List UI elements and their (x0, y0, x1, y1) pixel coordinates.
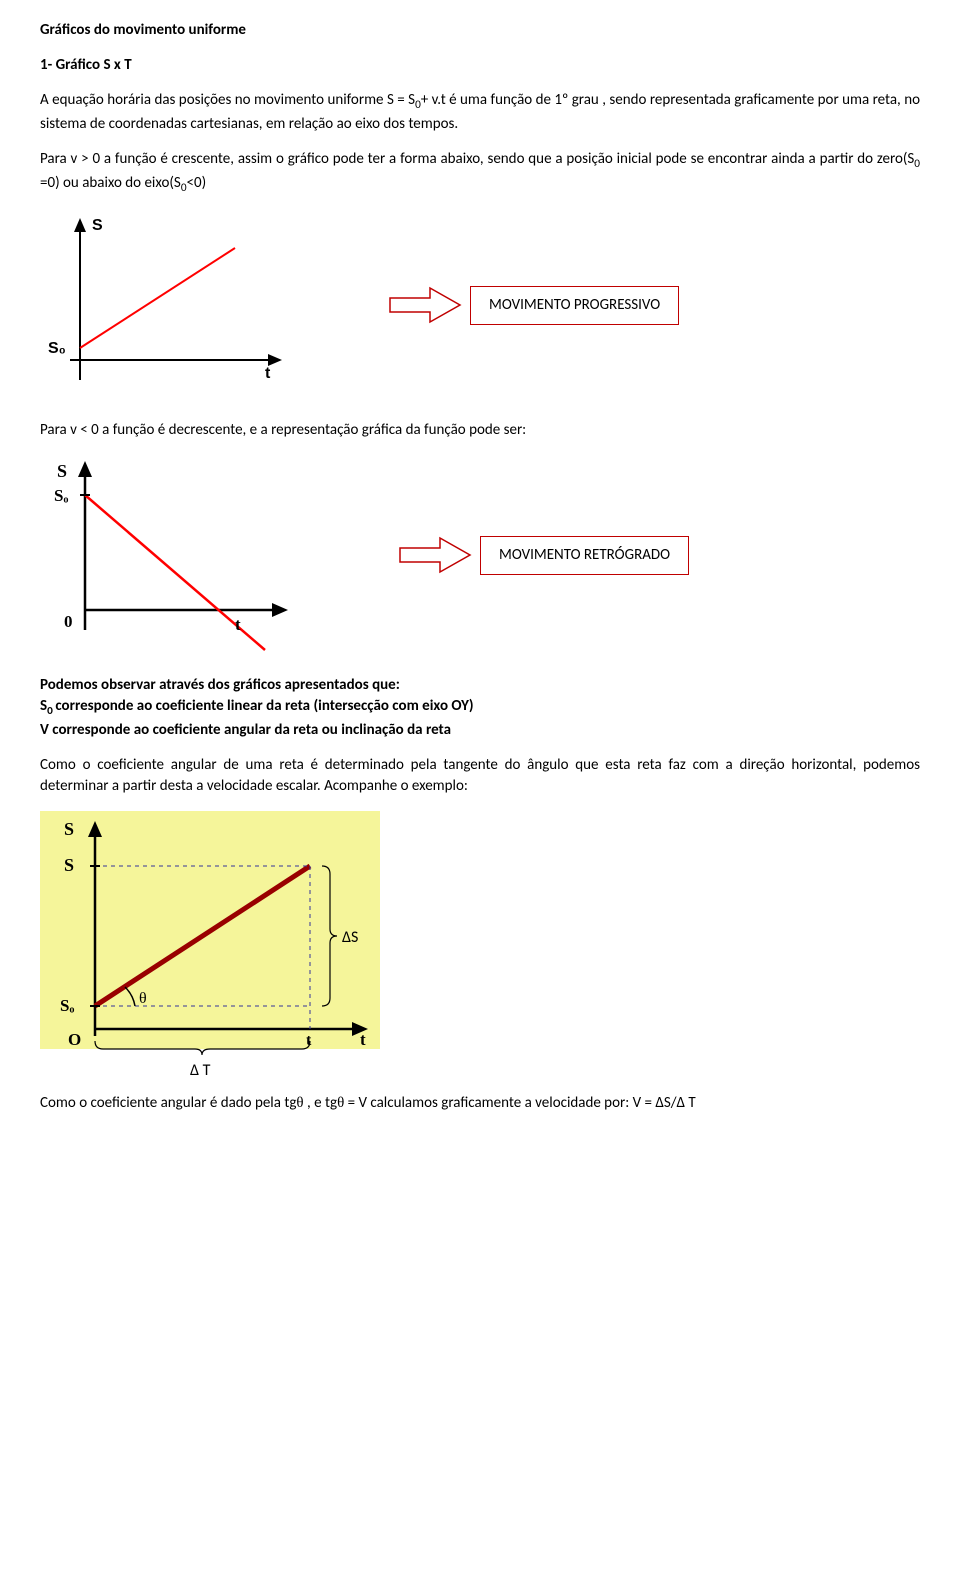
intro-paragraph-1: A equação horária das posições no movime… (40, 90, 920, 135)
obs-header: Podemos observar através dos gráficos ap… (40, 675, 920, 696)
text: <0) (187, 174, 207, 192)
x-t1-label: t (306, 1032, 312, 1049)
subscript: 0 (914, 157, 920, 171)
x-axis-label: t (265, 365, 271, 382)
y-S-label: S (64, 855, 74, 875)
s0-label: Sₒ (54, 486, 68, 505)
y-axis-label: S (92, 217, 103, 234)
section-header: 1- Gráfico S x T (40, 55, 920, 76)
x-t2-label: t (360, 1030, 366, 1049)
para-decrescente: Para v < 0 a função é decrescente, e a r… (40, 420, 920, 441)
graph2: S Sₒ 0 t (40, 455, 310, 655)
tangent-paragraph: Como o coeficiente angular de uma reta é… (40, 755, 920, 797)
delta-t-label: Δ T (190, 1061, 211, 1080)
obs-line2: V corresponde ao coeficiente angular da … (40, 720, 920, 741)
obs-line1: S0 corresponde ao coeficiente linear da … (40, 696, 920, 720)
y-S0-label: Sₒ (60, 996, 74, 1015)
theta: θ (296, 1095, 303, 1111)
page-title: Gráficos do movimento uniforme (40, 20, 920, 41)
text: = V calculamos graficamente a velocidade… (344, 1094, 695, 1112)
intro-paragraph-2: Para v > 0 a função é crescente, assim o… (40, 149, 920, 197)
graph2-row: S Sₒ 0 t MOVIMENTO RETRÓGRADO (40, 455, 920, 655)
graph3: S S Sₒ O t t θ ΔS Δ T (40, 811, 920, 1081)
final-paragraph: Como o coeficiente angular é dado pela t… (40, 1093, 920, 1114)
label-box-retrogrado: MOVIMENTO RETRÓGRADO (480, 536, 689, 575)
graph1: S S₀ t (40, 210, 300, 400)
graph2-label-group: MOVIMENTO RETRÓGRADO (390, 530, 689, 580)
theta-label: θ (139, 990, 147, 1007)
graph1-row: S S₀ t MOVIMENTO PROGRESSIVO (40, 210, 920, 400)
text: A equação horária das posições no movime… (40, 91, 415, 109)
arrow-icon (390, 530, 480, 580)
x-axis-label: t (235, 615, 241, 634)
text: =0) ou abaixo do eixo(S (40, 174, 181, 192)
text: corresponde ao coeficiente linear da ret… (55, 697, 473, 715)
s0-label: S₀ (48, 340, 66, 357)
text: Como o coeficiente angular é dado pela t… (40, 1094, 296, 1112)
y-axis-label: S (57, 461, 67, 481)
text: , e tg (304, 1094, 337, 1112)
origin-label: O (68, 1030, 81, 1049)
text: Para v > 0 a função é crescente, assim o… (40, 150, 914, 168)
label-box-progressivo: MOVIMENTO PROGRESSIVO (470, 286, 679, 325)
zero-label: 0 (64, 612, 73, 631)
delta-s-label: ΔS (342, 928, 358, 947)
graph1-label-group: MOVIMENTO PROGRESSIVO (380, 280, 679, 330)
arrow-icon (380, 280, 470, 330)
y-top-label: S (64, 819, 74, 839)
